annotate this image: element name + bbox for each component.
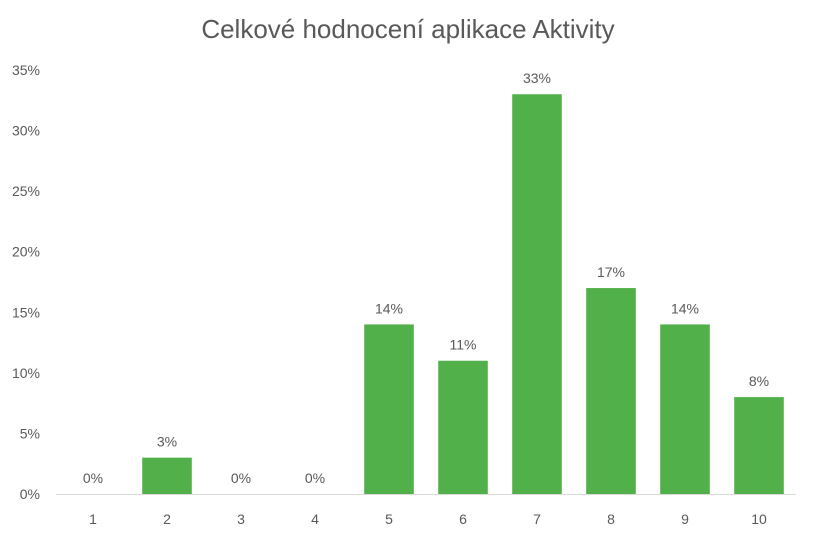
bar [438, 360, 488, 494]
x-tick-label: 3 [237, 511, 245, 527]
data-label: 8% [749, 373, 769, 389]
data-label: 14% [671, 300, 699, 316]
y-tick-label: 15% [12, 304, 40, 320]
data-label: 0% [305, 470, 325, 486]
y-tick-label: 35% [12, 62, 40, 78]
x-tick-label: 2 [163, 511, 171, 527]
y-tick-label: 0% [20, 486, 40, 502]
bar [660, 324, 710, 494]
y-tick-label: 10% [12, 365, 40, 381]
data-label: 17% [597, 264, 625, 280]
y-tick-label: 30% [12, 123, 40, 139]
data-label: 11% [450, 337, 477, 353]
bar [512, 94, 562, 494]
bar [142, 457, 192, 494]
data-label: 3% [157, 434, 177, 450]
data-labels: 0% 3% 0% 0% 14% 11% 33% 17% 14% 8% [83, 70, 769, 486]
x-tick-label: 1 [89, 511, 97, 527]
chart-title: Celkové hodnocení aplikace Aktivity [201, 14, 615, 44]
y-tick-label: 5% [20, 425, 40, 441]
bars [142, 94, 784, 494]
y-tick-label: 25% [12, 183, 40, 199]
x-tick-label: 5 [385, 511, 393, 527]
y-axis-ticks: 0% 5% 10% 15% 20% 25% 30% 35% [12, 62, 40, 502]
bar [586, 288, 636, 494]
bar [734, 397, 784, 494]
data-label: 0% [83, 470, 103, 486]
x-tick-label: 8 [607, 511, 615, 527]
x-tick-label: 7 [533, 511, 541, 527]
data-label: 14% [375, 300, 403, 316]
x-tick-label: 4 [311, 511, 319, 527]
x-axis-ticks: 1 2 3 4 5 6 7 8 9 10 [89, 511, 767, 527]
x-tick-label: 9 [681, 511, 689, 527]
data-label: 33% [523, 70, 551, 86]
x-tick-label: 6 [459, 511, 467, 527]
y-tick-label: 20% [12, 244, 40, 260]
data-label: 0% [231, 470, 251, 486]
x-tick-label: 10 [751, 511, 767, 527]
bar [364, 324, 414, 494]
